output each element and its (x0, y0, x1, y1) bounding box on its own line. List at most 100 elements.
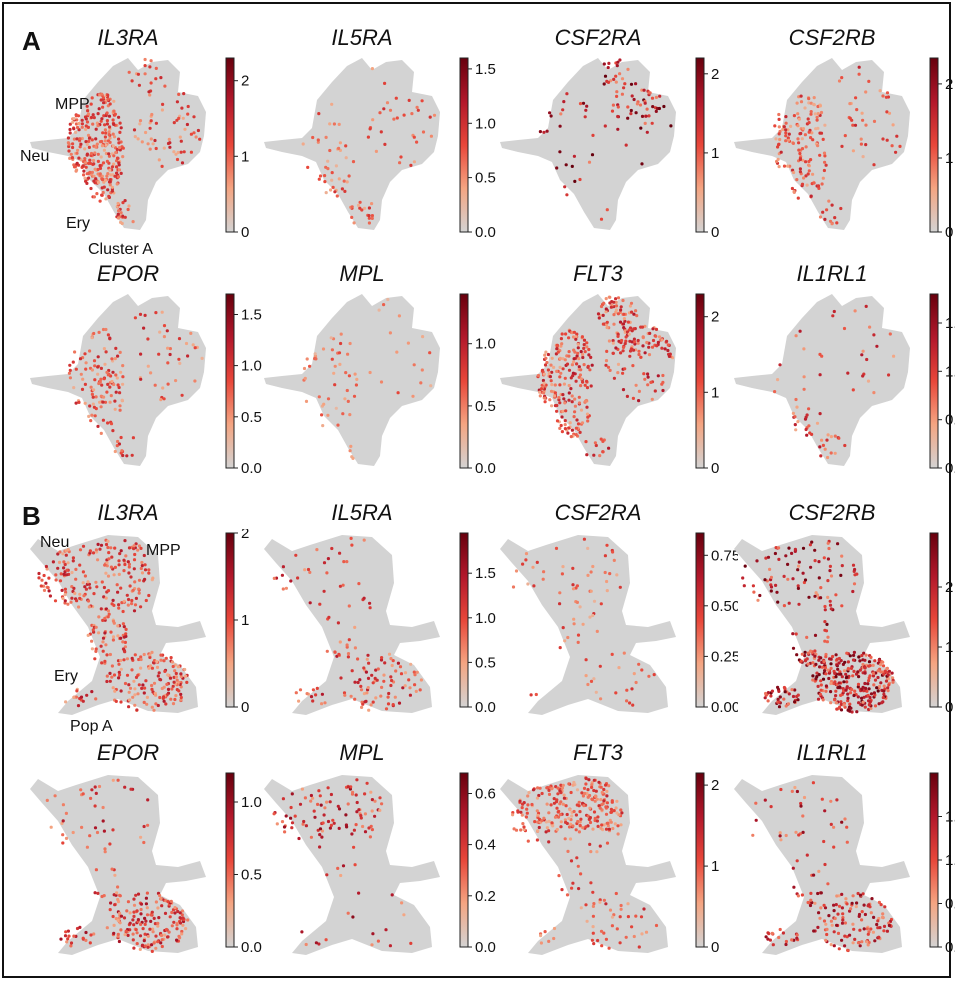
cell-point (756, 598, 760, 602)
cell-point (820, 665, 824, 669)
cell-point (796, 693, 800, 697)
cell-point (156, 940, 160, 944)
cell-point (88, 349, 92, 353)
cell-point (826, 455, 830, 460)
cell-point (135, 931, 139, 935)
cell-point (898, 144, 902, 148)
cell-point (657, 106, 661, 111)
cell-point (626, 116, 630, 120)
cell-point (119, 370, 123, 374)
cell-point (116, 624, 120, 628)
cell-point (625, 394, 629, 398)
cell-point (524, 558, 528, 562)
cell-point (391, 659, 395, 663)
cell-point (107, 152, 111, 156)
cell-point (111, 429, 115, 433)
cell-point (823, 669, 827, 673)
cell-point (522, 825, 526, 829)
umap-cell-cloud (500, 535, 676, 715)
cell-point (793, 700, 797, 704)
cell-point (654, 109, 658, 113)
cell-point (625, 330, 630, 334)
cell-point (608, 295, 612, 299)
cell-point (796, 698, 800, 702)
cell-point (113, 357, 117, 361)
cell-point (833, 698, 837, 702)
cell-point (852, 669, 856, 673)
cell-point (108, 337, 112, 341)
cell-point (42, 588, 47, 592)
cell-point (158, 893, 162, 898)
cell-point (641, 344, 645, 348)
cell-point (851, 894, 855, 898)
cell-point (849, 706, 853, 710)
cell-point (827, 914, 831, 918)
cell-point (88, 161, 92, 165)
cell-point (101, 105, 105, 109)
cell-point (882, 692, 886, 696)
cell-point (799, 804, 803, 808)
cell-point (558, 813, 562, 817)
cell-point (563, 358, 567, 362)
cell-point (75, 926, 80, 931)
cell-point (885, 929, 889, 933)
cell-point (607, 339, 611, 343)
cell-point (623, 319, 627, 323)
cell-point (77, 605, 81, 609)
cell-point (778, 363, 782, 367)
cell-point (131, 436, 135, 440)
cell-point (837, 661, 841, 665)
cell-point (811, 138, 815, 142)
cell-point (655, 344, 659, 348)
cell-point (163, 669, 167, 673)
cell-point (564, 820, 568, 824)
cell-point (160, 310, 164, 314)
cell-point (526, 582, 530, 586)
cell-point (821, 443, 825, 447)
cell-point (179, 698, 183, 702)
cell-point (578, 823, 582, 828)
cell-point (807, 97, 811, 101)
cell-point (142, 553, 146, 558)
cell-point (68, 131, 72, 135)
cell-point (542, 570, 546, 574)
cell-point (607, 784, 611, 788)
cell-point (150, 943, 154, 947)
cell-point (562, 796, 566, 800)
cell-point (588, 820, 593, 825)
cell-point (348, 449, 352, 453)
cell-point (117, 559, 121, 563)
cell-point (121, 640, 125, 644)
cell-point (616, 312, 620, 316)
cell-point (370, 673, 374, 677)
cell-point (654, 923, 659, 928)
cell-point (819, 656, 823, 660)
cell-point (64, 811, 68, 815)
cell-point (807, 424, 811, 428)
cell-point (574, 813, 578, 817)
cell-point (822, 151, 827, 155)
cell-point (808, 543, 812, 547)
cell-point (412, 363, 416, 367)
cell-point (845, 651, 849, 655)
cell-point (124, 632, 128, 636)
cell-point (57, 560, 62, 564)
cell-point (127, 690, 131, 694)
cell-point (842, 703, 846, 707)
cell-point (149, 137, 153, 141)
cell-point (412, 160, 416, 164)
cell-point (109, 630, 113, 634)
cell-point (777, 689, 781, 693)
cell-point (852, 650, 856, 654)
cell-point (616, 362, 621, 366)
cell-point (71, 145, 75, 150)
cell-point (74, 367, 78, 371)
cell-point (408, 693, 412, 697)
cell-point (823, 608, 827, 612)
cell-point (111, 370, 115, 374)
cell-point (777, 117, 781, 121)
cell-point (784, 704, 788, 708)
cell-point (550, 404, 554, 408)
cell-point (605, 320, 609, 324)
cell-point (104, 571, 108, 575)
